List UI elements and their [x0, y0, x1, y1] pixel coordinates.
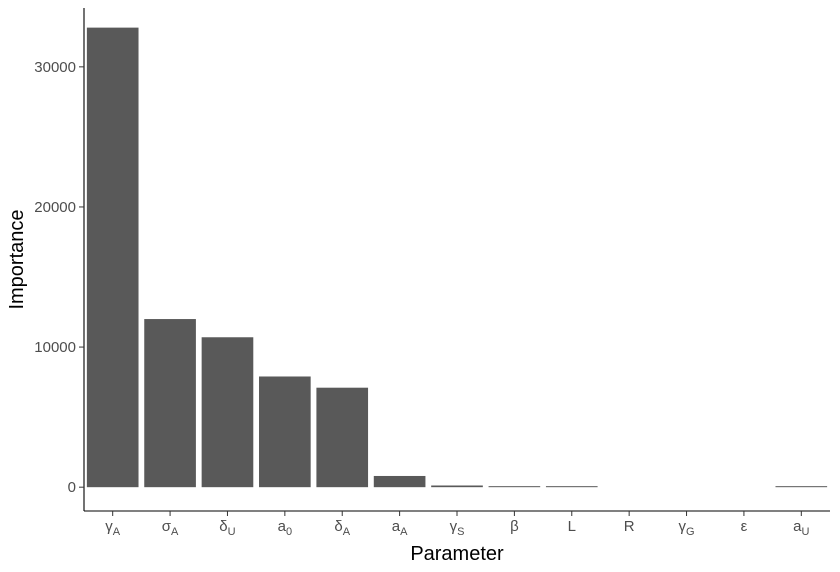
x-tick-label-12: aU [793, 518, 809, 538]
bar-5 [373, 475, 426, 488]
x-tick-label-8: L [568, 518, 576, 535]
bar-7 [488, 486, 541, 488]
bar-12 [775, 486, 828, 488]
bar-4 [316, 387, 369, 488]
x-tick-label-3: a0 [278, 518, 292, 538]
y-axis-title: Importance [6, 209, 28, 309]
x-tick-label-1: σA [162, 518, 179, 538]
x-tick-label-9: R [624, 518, 635, 535]
x-tick-label-6: γS [450, 518, 465, 538]
x-tick-label-11: ε [741, 518, 748, 535]
bar-2 [201, 337, 254, 488]
bar-3 [259, 376, 311, 488]
x-tick-label-4: δA [334, 518, 350, 538]
y-tick-label-2: 20000 [34, 199, 76, 216]
x-tick-label-0: γA [105, 518, 121, 538]
y-tick-label-0: 0 [68, 479, 76, 496]
y-axis: 0 10000 20000 30000 [34, 8, 85, 511]
bars-group [86, 27, 828, 488]
y-tick-label-3: 30000 [34, 59, 76, 76]
bar-1 [144, 319, 196, 488]
x-tick-label-5: aA [392, 518, 408, 538]
bar-6 [431, 485, 483, 488]
bar-8 [545, 486, 598, 488]
y-tick-label-1: 10000 [34, 339, 76, 356]
x-tick-label-10: γG [679, 518, 695, 538]
x-tick-label-7: β [510, 518, 519, 535]
bar-0 [86, 27, 139, 488]
x-tick-label-2: δU [219, 518, 235, 538]
x-axis-title: Parameter [410, 543, 504, 565]
